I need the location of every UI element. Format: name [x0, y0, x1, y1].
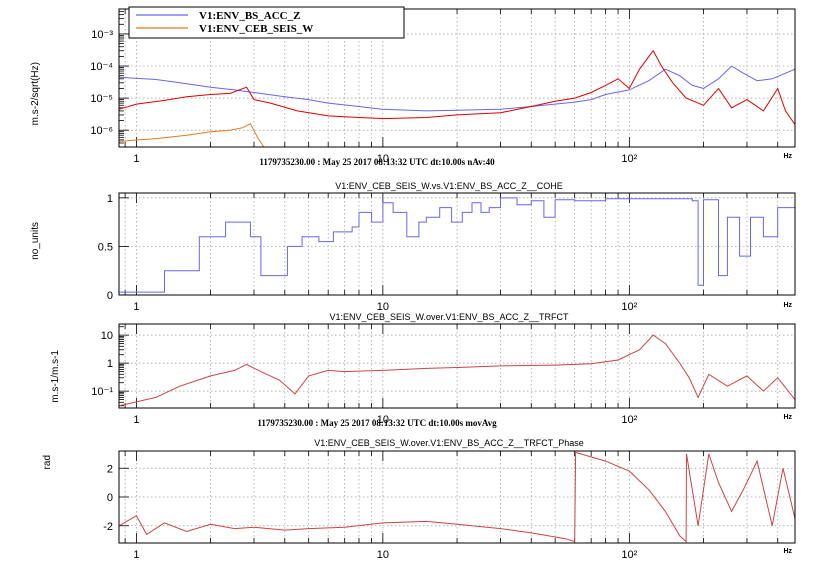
- y-tick-label: 10⁻⁵: [90, 93, 113, 105]
- x-tick-label: 10²: [621, 414, 637, 426]
- series-line-coherence-0: [119, 197, 795, 293]
- series-line-asd-2: [119, 49, 795, 125]
- panel-title: V1:ENV_CEB_SEIS_W.over.V1:ENV_BS_ACC_Z__…: [329, 312, 569, 322]
- grid-phase: [119, 451, 795, 543]
- y-tick-label: 10⁻¹: [91, 386, 113, 398]
- plot-frame-transfer: [118, 323, 796, 409]
- x-tick-label: 1: [133, 414, 139, 426]
- panel-title: V1:ENV_CEB_SEIS_W.vs.V1:ENV_BS_ACC_Z__CO…: [335, 181, 563, 191]
- x-tick-label: 1: [133, 153, 139, 165]
- y-tick-label: 10⁻⁴: [90, 61, 113, 73]
- y-tick-label: 0: [107, 492, 113, 504]
- plot-frame-coherence: [118, 192, 796, 296]
- y-tick-label: 10⁻⁶: [90, 125, 113, 137]
- grid-coherence: [119, 193, 795, 296]
- legend-label: V1:ENV_BS_ACC_Z: [199, 10, 300, 22]
- plot-frame-asd: [118, 8, 796, 148]
- x-axis-unit: Hz: [783, 153, 792, 160]
- info-line: 1179735230.00 : May 25 2017 08:13:32 UTC…: [259, 157, 495, 167]
- y-tick-label: 1: [107, 193, 113, 205]
- x-tick-label: 10: [377, 414, 389, 426]
- x-axis-unit: Hz: [783, 302, 792, 309]
- y-tick-label: -2: [103, 521, 113, 533]
- y-axis-label: m.s-2/sqrt(Hz): [30, 62, 41, 125]
- x-tick-label: 1: [133, 301, 139, 313]
- y-tick-label: 0.5: [98, 241, 113, 253]
- panel-title: V1:ENV_CEB_SEIS_W.over.V1:ENV_BS_ACC_Z__…: [314, 438, 584, 448]
- y-axis-label: m.s-1/m.s-1: [50, 350, 61, 403]
- y-tick-label: 2: [107, 463, 113, 475]
- x-tick-label: 10²: [621, 153, 637, 165]
- x-tick-label: 10²: [621, 301, 637, 313]
- info-line: 1179735230.00 : May 25 2017 08:13:32 UTC…: [257, 418, 497, 428]
- y-tick-label: 1: [107, 358, 113, 370]
- series-line-asd-1: [119, 123, 265, 147]
- legend: V1:ENV_BS_ACC_ZV1:ENV_CEB_SEIS_W: [128, 6, 405, 39]
- y-tick-label: 0: [107, 290, 113, 302]
- y-axis-label: no_units: [30, 222, 41, 260]
- x-axis-unit: Hz: [783, 414, 792, 421]
- x-tick-label: 1: [133, 549, 139, 561]
- y-tick-label: 10⁻³: [91, 29, 113, 41]
- series-line-asd-0: [119, 65, 795, 112]
- x-axis-unit: Hz: [783, 548, 792, 555]
- x-tick-label: 10: [377, 549, 389, 561]
- x-tick-label: 10: [377, 153, 389, 165]
- y-axis-label: rad: [42, 455, 53, 469]
- legend-label: V1:ENV_CEB_SEIS_W: [199, 23, 313, 35]
- legend-box: [128, 6, 405, 39]
- series-line-phase-0: [119, 451, 795, 543]
- series-line-transfer-0: [119, 334, 795, 407]
- y-tick-label: 10: [101, 330, 113, 342]
- plot-frame-phase: [118, 450, 796, 544]
- grid-transfer: [119, 324, 795, 408]
- x-tick-label: 10²: [621, 549, 637, 561]
- x-tick-label: 10: [377, 301, 389, 313]
